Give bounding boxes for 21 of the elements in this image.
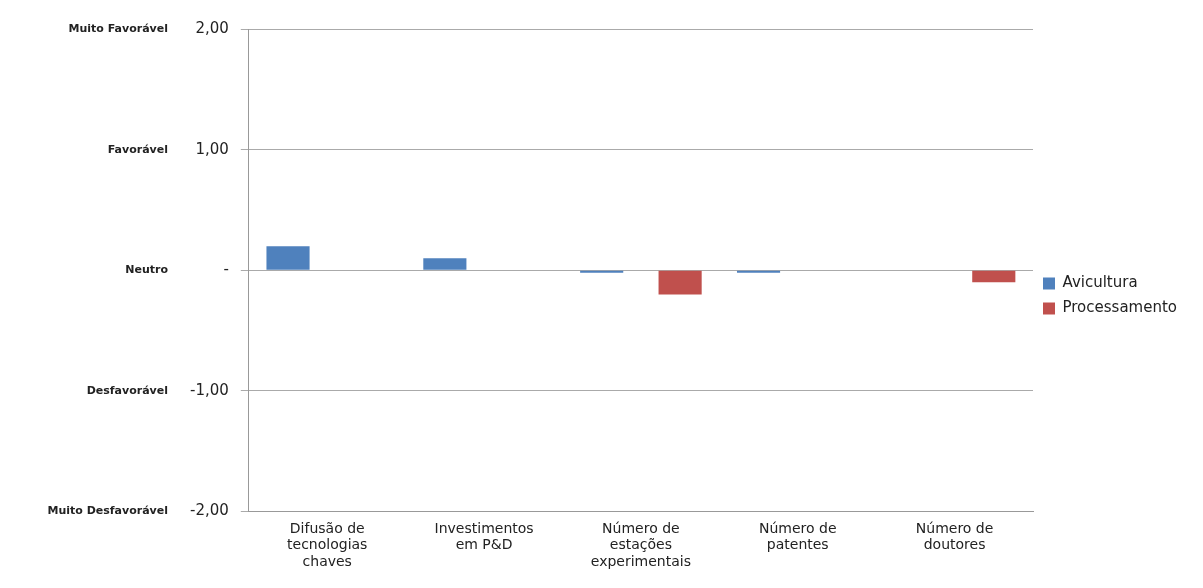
text: Muito Desfavorável: [47, 504, 168, 518]
x-tick-label: Número de doutores: [915, 519, 994, 553]
bar: [266, 246, 310, 270]
x-tick-label: Número de patentes: [758, 519, 837, 553]
legend-label: Avicultura: [1062, 273, 1138, 292]
bar: [658, 270, 702, 295]
legend-label: Processamento: [1062, 298, 1177, 317]
text: Favorável: [107, 142, 168, 156]
y-tick-label: -: [223, 260, 229, 279]
x-tick-label: Difusão de tecnologias chaves: [287, 519, 368, 570]
text: Desfavorável: [86, 383, 168, 397]
y-tick-label: 1,00: [195, 139, 229, 158]
bar: [972, 270, 1016, 283]
x-tick-label: Número de estações experimentais: [590, 519, 691, 570]
text: Muito Favorável: [68, 21, 168, 35]
y-tick-label: -2,00: [190, 501, 229, 520]
text: Neutro: [125, 263, 169, 277]
y-tick-label: 2,00: [195, 18, 229, 37]
x-tick-label: Investimentos em P&D: [434, 519, 534, 553]
bar: [423, 258, 467, 270]
y-tick-label: -1,00: [190, 380, 229, 399]
